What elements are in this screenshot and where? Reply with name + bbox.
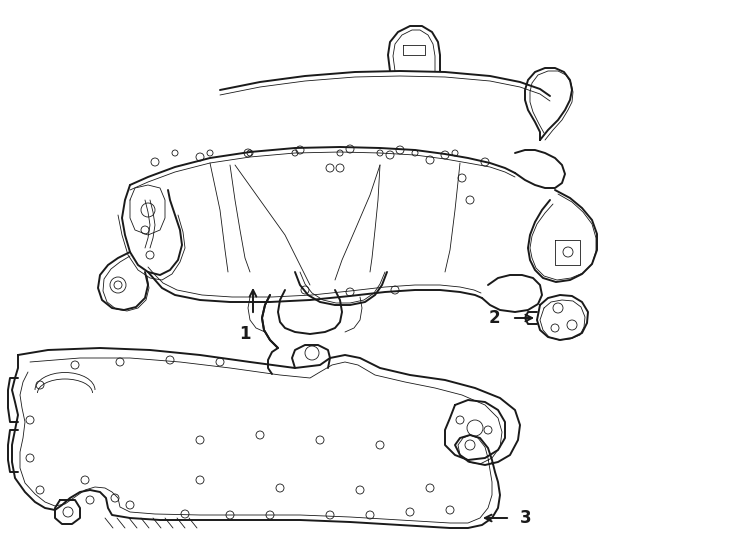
- Text: 3: 3: [520, 509, 531, 527]
- Text: 2: 2: [488, 309, 500, 327]
- Text: 1: 1: [239, 325, 251, 343]
